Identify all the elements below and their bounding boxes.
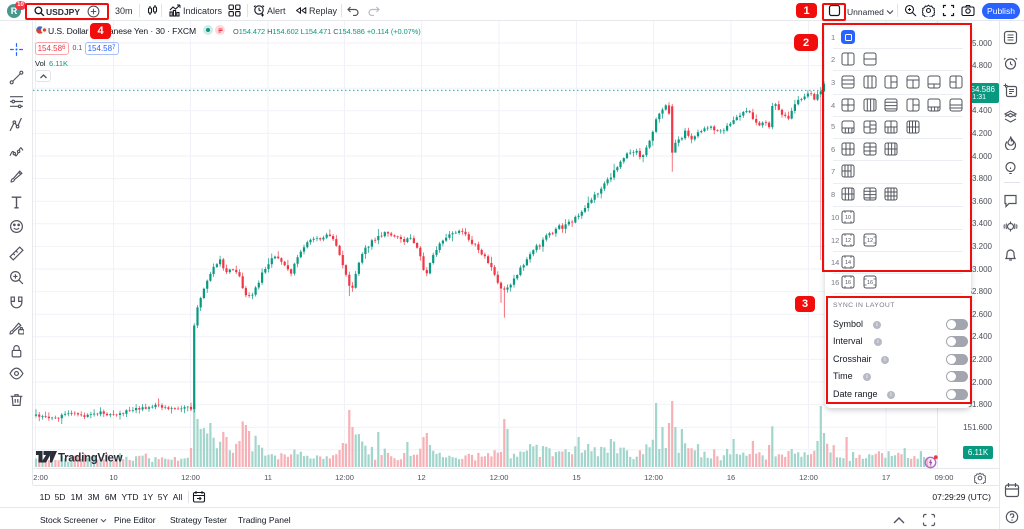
svg-text:12: 12: [845, 238, 851, 244]
svg-text:16: 16: [866, 280, 872, 286]
svg-text:10: 10: [845, 215, 851, 221]
svg-text:TradingView: TradingView: [58, 453, 123, 465]
svg-text:12: 12: [866, 238, 872, 244]
svg-text:16: 16: [845, 280, 851, 286]
svg-text:14: 14: [845, 260, 851, 266]
